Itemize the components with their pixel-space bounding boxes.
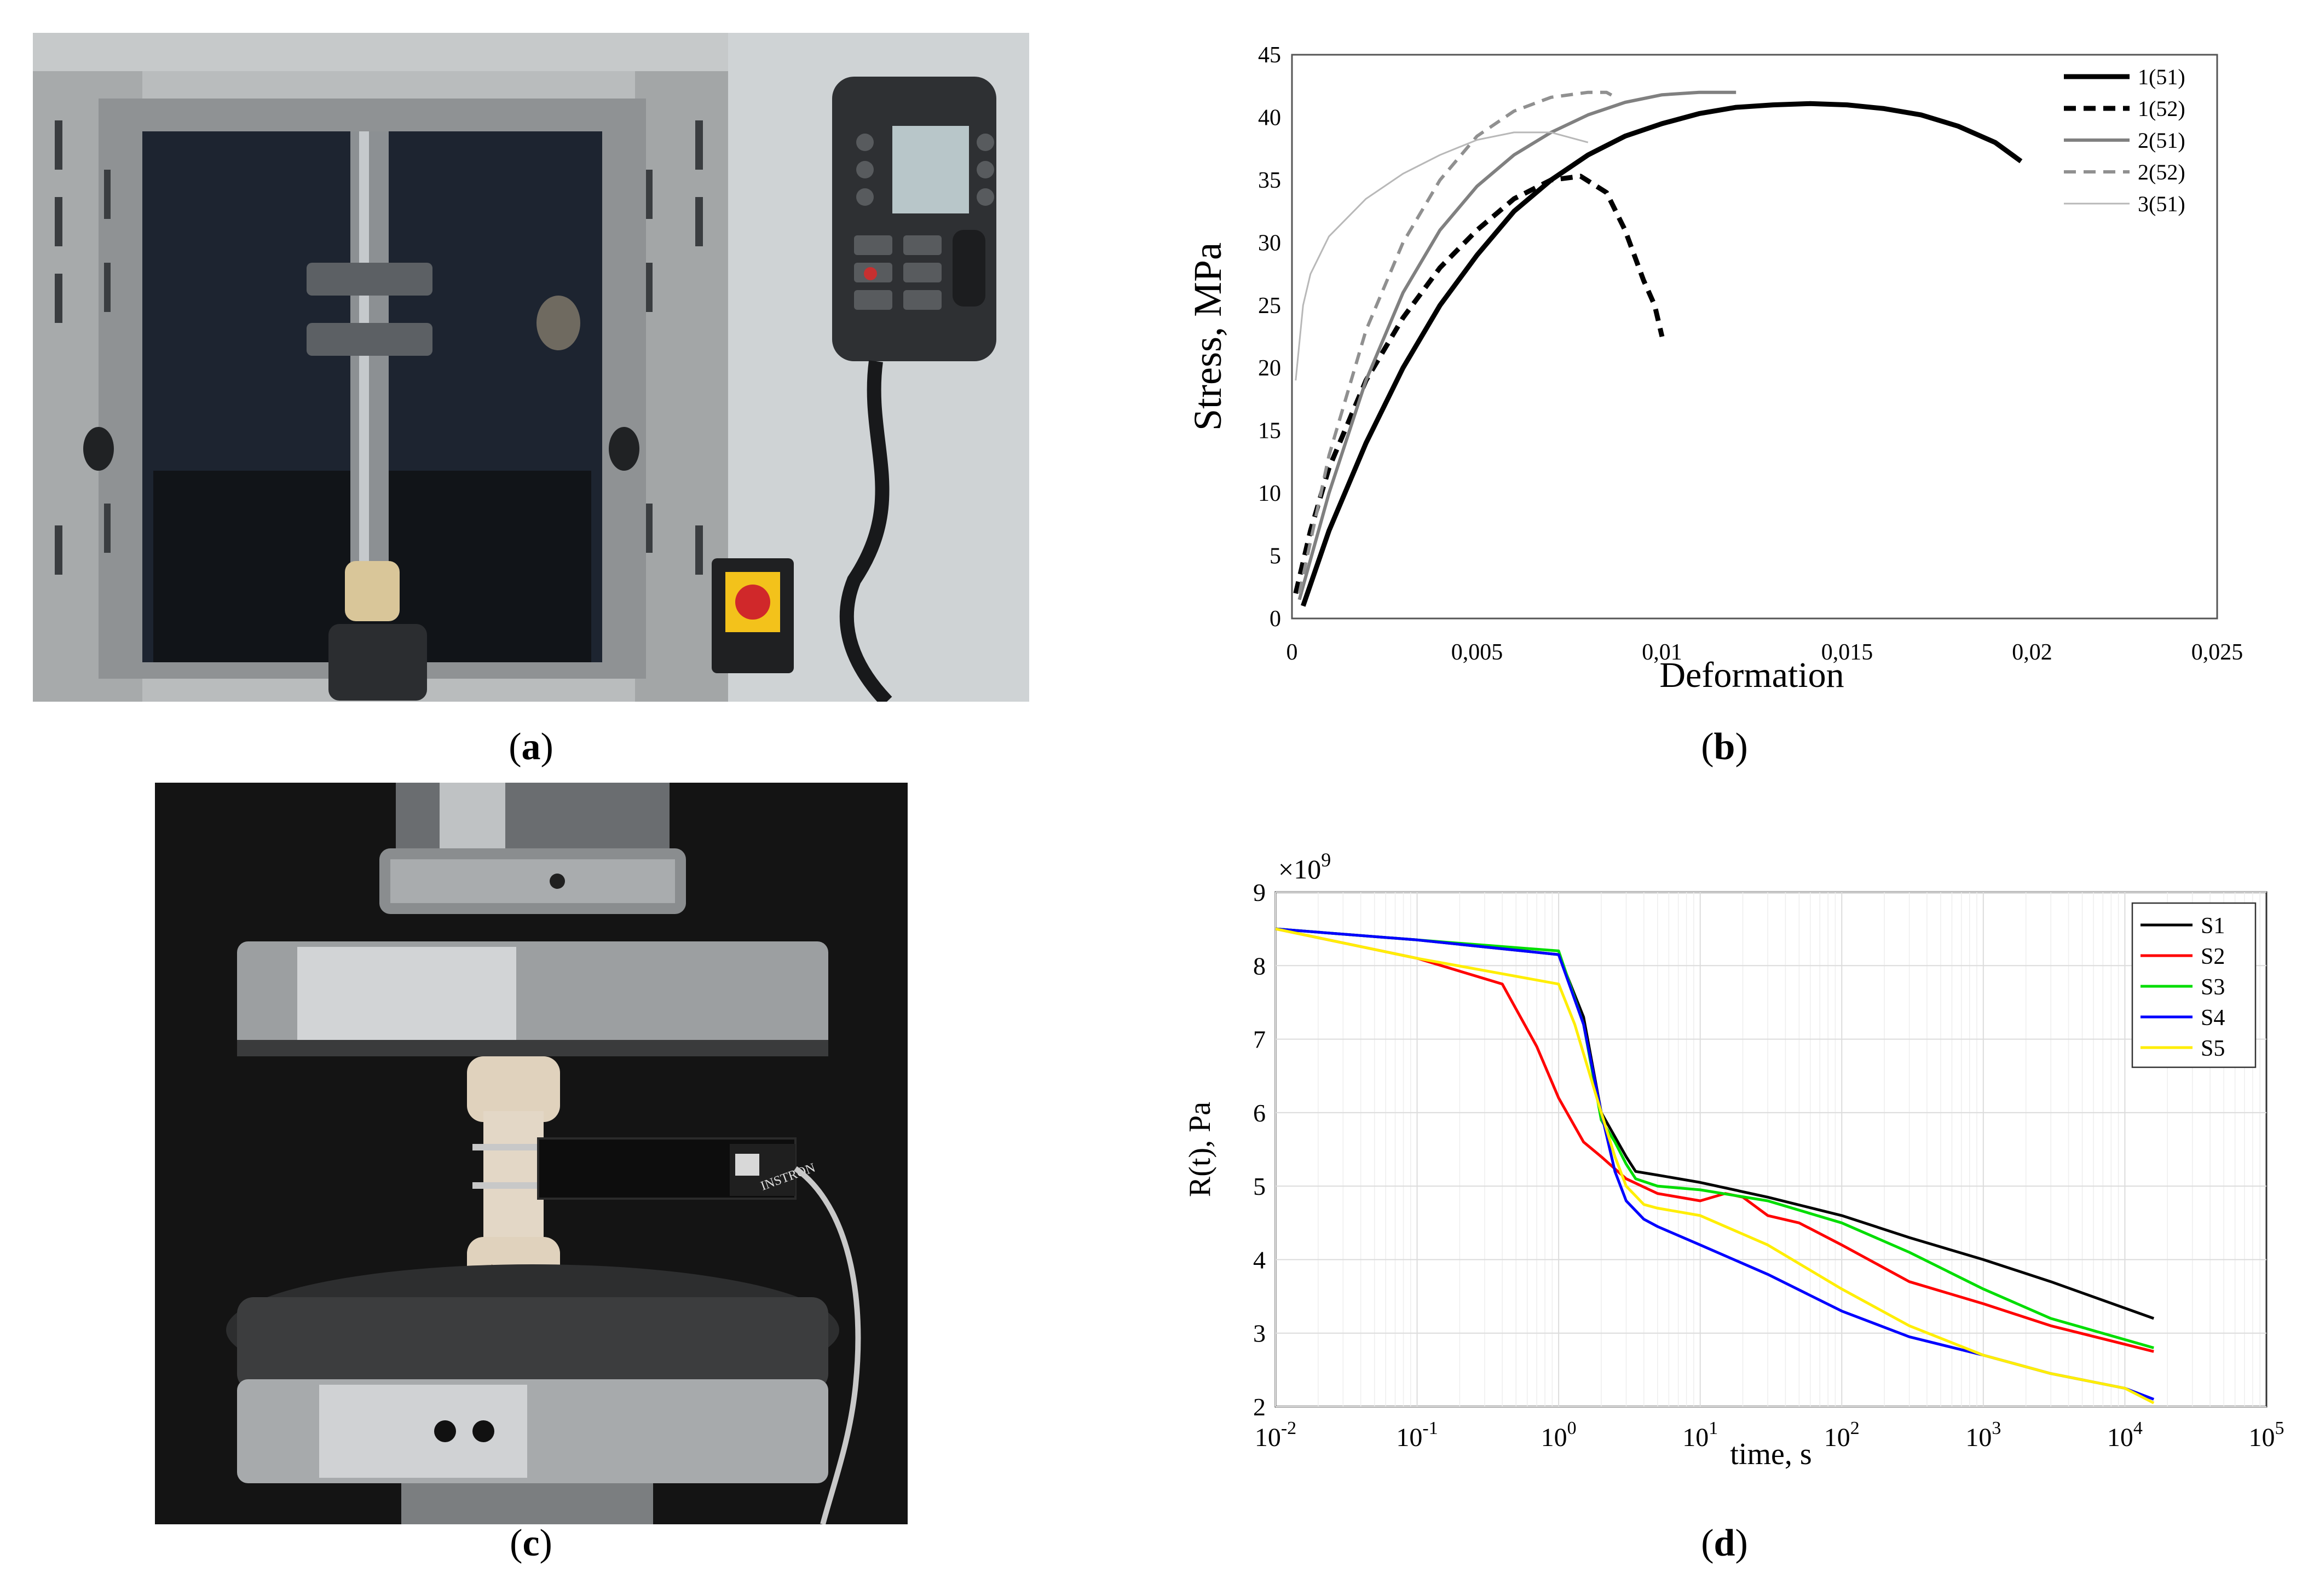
chart-d-ylabel: R(t), Pa bbox=[1183, 1102, 1217, 1197]
photo-c-specimen-extensometer: INSTRON bbox=[155, 783, 908, 1524]
chart-b-ytick-label: 30 bbox=[1258, 230, 1281, 256]
chart-b-series-line-5 bbox=[1295, 131, 1589, 381]
chart-b-xtick-label: 0 bbox=[1286, 640, 1298, 665]
caption-d: (d) bbox=[1615, 1522, 1834, 1565]
chart-d-xtick-label: 103 bbox=[1965, 1418, 2001, 1452]
chart-b-ytick-label: 0 bbox=[1270, 606, 1281, 632]
caption-d-open: ( bbox=[1701, 1522, 1714, 1564]
chart-d-ytick-label: 8 bbox=[1253, 952, 1266, 980]
photo-c-illustration: INSTRON bbox=[155, 783, 908, 1524]
caption-d-letter: d bbox=[1713, 1522, 1735, 1564]
chart-d-ymultiplier-base: ×10 bbox=[1278, 854, 1321, 884]
chart-b-ytick-label: 5 bbox=[1270, 544, 1281, 569]
chart-d-xtick-label: 10-1 bbox=[1396, 1418, 1438, 1452]
caption-a-open: ( bbox=[509, 726, 522, 768]
caption-b-letter: b bbox=[1713, 726, 1735, 768]
chart-b-ytick-label: 10 bbox=[1258, 481, 1281, 506]
chart-d-ytick-label: 5 bbox=[1253, 1172, 1266, 1200]
chart-b-legend-label: 1(52) bbox=[2138, 96, 2185, 121]
chart-b-ytick-label: 45 bbox=[1258, 43, 1281, 68]
chart-d-legend-label: S1 bbox=[2201, 913, 2225, 939]
chart-b-xtick-label: 0,02 bbox=[2012, 640, 2052, 665]
chart-b-xtick-label: 0,025 bbox=[2191, 640, 2243, 665]
caption-b-close: ) bbox=[1735, 726, 1748, 768]
chart-d-xtick-label: 105 bbox=[2249, 1418, 2284, 1452]
chart-b-series-line-2 bbox=[1293, 174, 1665, 594]
caption-b-open: ( bbox=[1701, 726, 1714, 768]
chart-b-xtick-label: 0,01 bbox=[1642, 640, 1682, 665]
chart-b-ytick-label: 35 bbox=[1258, 168, 1281, 193]
chart-d-ytick-label: 9 bbox=[1253, 878, 1266, 906]
chart-d-ytick-label: 2 bbox=[1253, 1393, 1266, 1421]
chart-d-xtick-label: 100 bbox=[1541, 1418, 1577, 1452]
chart-d: 2 3 4 5 6 7 8 9 10-2 10-1 100 101 102 103 104 105 S1 S2… bbox=[1166, 846, 2294, 1475]
chart-b-ytick-label: 15 bbox=[1258, 419, 1281, 444]
chart-d-legend-label: S5 bbox=[2201, 1036, 2225, 1061]
chart-d-legend-label: S4 bbox=[2201, 1005, 2225, 1031]
chart-b-ylabel: Stress, MPa bbox=[1186, 242, 1230, 431]
chart-d-plot-frame bbox=[1274, 891, 2268, 1408]
chart-b-series-line-3 bbox=[1297, 90, 1736, 600]
chart-d-ytick-label: 7 bbox=[1253, 1026, 1266, 1054]
chart-d-ymultiplier-exp: 9 bbox=[1321, 849, 1331, 871]
chart-d-legend-label: S3 bbox=[2201, 975, 2225, 1000]
photo-a-illustration bbox=[33, 33, 1029, 702]
chart-d-series-line-s5 bbox=[1275, 927, 2155, 1404]
chart-b-xtick-label: 0,005 bbox=[1451, 640, 1503, 665]
chart-d-ytick-label: 3 bbox=[1253, 1320, 1266, 1348]
chart-b-ytick-label: 25 bbox=[1258, 293, 1281, 319]
chart-d-ytick-label: 4 bbox=[1253, 1246, 1266, 1274]
chart-d-xtick-label: 101 bbox=[1682, 1418, 1718, 1452]
chart-d-xtick-label: 10-2 bbox=[1255, 1418, 1296, 1452]
chart-b-ytick-label: 20 bbox=[1258, 356, 1281, 381]
chart-d-legend-label: S2 bbox=[2201, 944, 2225, 969]
chart-d-xlabel: time, s bbox=[1730, 1437, 1811, 1471]
chart-b-series-line-4 bbox=[1297, 90, 1619, 594]
caption-c-close: ) bbox=[539, 1522, 552, 1564]
chart-d-xtick-label: 104 bbox=[2107, 1418, 2143, 1452]
chart-b-legend-label: 3(51) bbox=[2138, 192, 2185, 216]
chart-d-svg: 2 3 4 5 6 7 8 9 10-2 10-1 100 101 102 103 104 105 S1 S2… bbox=[1183, 849, 2284, 1471]
caption-c: (c) bbox=[422, 1522, 641, 1565]
caption-a-close: ) bbox=[540, 726, 553, 768]
caption-b: (b) bbox=[1615, 725, 1834, 769]
caption-a-letter: a bbox=[521, 726, 541, 768]
caption-d-close: ) bbox=[1735, 1522, 1748, 1564]
chart-b: 0 5 10 15 20 25 30 35 40 45 0 0,005 0,01 0,015 0,02 0,… bbox=[1177, 33, 2283, 706]
chart-d-ytick-label: 6 bbox=[1253, 1099, 1266, 1127]
chart-b-plot-frame bbox=[1291, 54, 2218, 620]
chart-d-ymultiplier: ×109 bbox=[1278, 849, 1331, 884]
chart-b-xlabel: Deformation bbox=[1659, 655, 1844, 695]
caption-c-open: ( bbox=[510, 1522, 523, 1564]
chart-b-legend-label: 1(51) bbox=[2138, 65, 2185, 89]
chart-b-series-line-1 bbox=[1301, 101, 2023, 607]
caption-a: (a) bbox=[422, 725, 641, 769]
chart-d-xtick-label: 102 bbox=[1824, 1418, 1860, 1452]
caption-c-letter: c bbox=[522, 1522, 540, 1564]
photo-a-testing-machine bbox=[33, 33, 1029, 702]
chart-b-ytick-label: 40 bbox=[1258, 105, 1281, 130]
chart-b-svg: 0 5 10 15 20 25 30 35 40 45 0 0,005 0,01 0,015 0,02 0,… bbox=[1186, 43, 2243, 695]
chart-b-legend-label: 2(52) bbox=[2138, 160, 2185, 184]
chart-d-series-line-s2 bbox=[1275, 927, 2154, 1353]
chart-b-legend-label: 2(51) bbox=[2138, 128, 2185, 153]
chart-b-xtick-label: 0,015 bbox=[1821, 640, 1873, 665]
